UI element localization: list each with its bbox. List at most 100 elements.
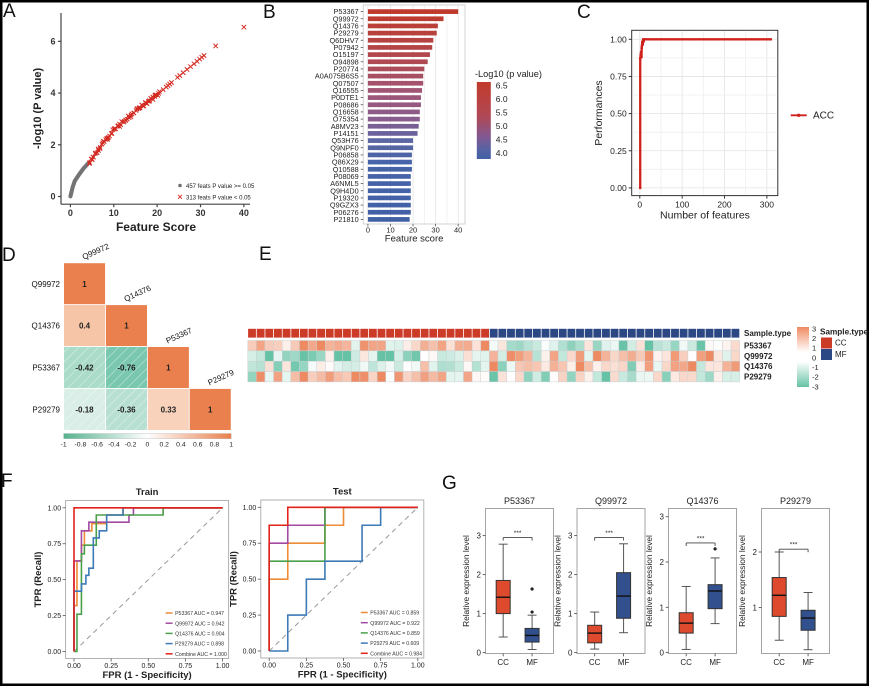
svg-text:1: 1: [82, 280, 87, 289]
svg-text:Combine AUC = 1.000: Combine AUC = 1.000: [175, 652, 227, 658]
svg-text:0: 0: [146, 442, 150, 449]
svg-text:***: ***: [697, 536, 705, 543]
svg-text:0.33: 0.33: [161, 405, 177, 414]
svg-text:0: 0: [50, 192, 55, 202]
svg-text:Performances: Performances: [593, 80, 605, 145]
svg-text:Number of features: Number of features: [660, 210, 750, 222]
svg-text:0.75: 0.75: [610, 72, 627, 82]
svg-text:O94898: O94898: [333, 57, 359, 66]
svg-text:Q10588: Q10588: [333, 165, 359, 174]
svg-text:D: D: [2, 245, 16, 266]
svg-text:Q53H76: Q53H76: [332, 136, 359, 145]
svg-text:Q14376: Q14376: [686, 496, 718, 506]
svg-text:Relative expression level: Relative expression level: [644, 535, 654, 627]
svg-text:10: 10: [109, 208, 119, 218]
svg-text:CC: CC: [589, 658, 601, 667]
svg-text:Q14376 AUC = 0.859: Q14376 AUC = 0.859: [370, 631, 420, 637]
svg-text:1: 1: [660, 603, 665, 612]
svg-text:2: 2: [477, 571, 482, 580]
svg-text:0.75: 0.75: [47, 541, 61, 548]
svg-text:Q86X29: Q86X29: [332, 158, 359, 167]
svg-text:P29279 AUC = 0.898: P29279 AUC = 0.898: [175, 642, 224, 648]
svg-text:100: 100: [675, 200, 689, 210]
svg-text:O75354: O75354: [333, 115, 359, 124]
svg-text:CC: CC: [773, 658, 785, 667]
svg-text:P53367 AUC = 0.947: P53367 AUC = 0.947: [175, 611, 224, 617]
svg-text:P06276: P06276: [334, 208, 359, 217]
svg-text:-0.6: -0.6: [91, 442, 103, 449]
svg-text:P20774: P20774: [334, 65, 359, 74]
svg-text:5.5: 5.5: [496, 108, 508, 118]
svg-text:6.5: 6.5: [496, 81, 508, 91]
svg-text:FPR (1 - Specificity): FPR (1 - Specificity): [102, 670, 191, 681]
svg-text:0.25: 0.25: [47, 613, 61, 620]
svg-text:0.6: 0.6: [193, 442, 203, 449]
svg-text:P29279: P29279: [32, 405, 60, 414]
svg-text:A8MV23: A8MV23: [331, 122, 359, 131]
svg-text:-log10 (P value): -log10 (P value): [32, 68, 44, 149]
svg-text:Q9GZX3: Q9GZX3: [330, 201, 359, 210]
svg-text:-0.42: -0.42: [75, 364, 94, 373]
svg-text:P06858: P06858: [334, 151, 359, 160]
svg-text:P14151: P14151: [334, 129, 359, 138]
svg-text:0.00: 0.00: [243, 649, 257, 656]
svg-text:40: 40: [239, 208, 249, 218]
svg-text:P53367: P53367: [165, 326, 194, 346]
svg-text:30: 30: [431, 226, 439, 235]
svg-text:Q16658: Q16658: [333, 108, 359, 117]
svg-text:1.00: 1.00: [47, 505, 61, 512]
svg-text:Feature score: Feature score: [385, 233, 444, 244]
svg-text:0.25: 0.25: [300, 663, 314, 670]
svg-text:P29279 AUC = 0.609: P29279 AUC = 0.609: [370, 641, 419, 647]
svg-text:Q99972: Q99972: [333, 14, 359, 23]
svg-text:TPR (Recall): TPR (Recall): [33, 552, 44, 608]
svg-text:300: 300: [760, 200, 774, 210]
svg-text:1: 1: [812, 344, 816, 353]
svg-text:***: ***: [514, 530, 522, 537]
svg-text:Q14376: Q14376: [32, 322, 61, 331]
svg-text:2: 2: [568, 571, 573, 580]
svg-text:3: 3: [812, 324, 816, 333]
svg-text:B: B: [263, 2, 276, 23]
svg-text:457 feats P value >= 0.05: 457 feats P value >= 0.05: [186, 184, 255, 190]
svg-text:1: 1: [124, 322, 129, 331]
svg-text:A: A: [3, 1, 16, 22]
svg-text:0.00: 0.00: [67, 663, 81, 670]
svg-text:1.00: 1.00: [610, 34, 627, 44]
svg-text:MF: MF: [526, 658, 538, 667]
svg-text:MF: MF: [835, 350, 847, 359]
svg-text:-0.8: -0.8: [75, 442, 87, 449]
svg-text:0.75: 0.75: [243, 541, 257, 548]
svg-text:-0.18: -0.18: [75, 405, 94, 414]
svg-text:0.00: 0.00: [47, 649, 61, 656]
svg-text:P19320: P19320: [334, 194, 359, 203]
svg-text:0.25: 0.25: [104, 663, 118, 670]
svg-text:0: 0: [660, 649, 665, 658]
svg-text:P21810: P21810: [334, 215, 359, 224]
svg-text:-0.76: -0.76: [117, 364, 136, 373]
svg-text:0.25: 0.25: [610, 146, 627, 156]
svg-text:-0.2: -0.2: [125, 442, 137, 449]
svg-text:***: ***: [790, 542, 798, 549]
svg-text:P53367 AUC = 0.859: P53367 AUC = 0.859: [370, 611, 419, 617]
svg-text:-0.4: -0.4: [108, 442, 120, 449]
svg-text:P53367: P53367: [334, 7, 359, 16]
svg-text:G: G: [442, 473, 457, 494]
svg-text:30: 30: [195, 208, 205, 218]
svg-text:P29279: P29279: [334, 29, 359, 38]
svg-text:Test: Test: [333, 487, 353, 498]
svg-text:20: 20: [152, 208, 162, 218]
svg-text:0.25: 0.25: [243, 613, 257, 620]
svg-text:6: 6: [50, 36, 55, 46]
svg-text:Relative expression level: Relative expression level: [461, 535, 471, 627]
svg-text:4.0: 4.0: [496, 148, 508, 158]
svg-text:Relative expression level: Relative expression level: [737, 535, 747, 627]
svg-text:4: 4: [50, 88, 55, 98]
svg-text:P08686: P08686: [334, 100, 359, 109]
svg-text:-Log10 (p value): -Log10 (p value): [475, 69, 542, 79]
svg-text:2: 2: [50, 140, 55, 150]
svg-text:P53367: P53367: [504, 496, 535, 506]
svg-text:3: 3: [660, 513, 665, 522]
svg-text:0.50: 0.50: [141, 663, 155, 670]
svg-text:P53367: P53367: [744, 342, 772, 351]
